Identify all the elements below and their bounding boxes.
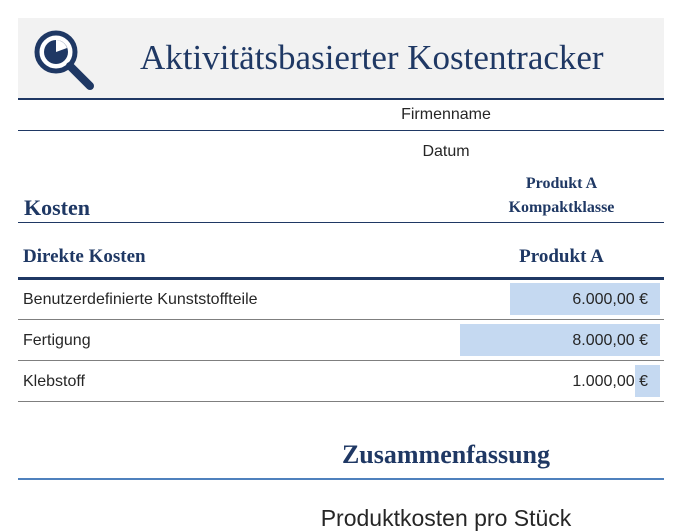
- table-row[interactable]: Klebstoff 1.000,00 €: [18, 361, 664, 402]
- cost-label: Benutzerdefinierte Kunststoffteile: [23, 291, 258, 308]
- company-name-row: Firmenname: [18, 100, 664, 131]
- direct-costs-column-header: Produkt A: [519, 246, 604, 267]
- cost-label: Fertigung: [23, 332, 91, 349]
- table-row[interactable]: Fertigung 8.000,00 €: [18, 320, 664, 361]
- direct-costs-heading: Direkte Kosten: [23, 246, 146, 267]
- cost-amount[interactable]: 6.000,00 €: [572, 291, 648, 308]
- title-band: Aktivitätsbasierter Kostentracker: [18, 18, 664, 100]
- magnifier-pie-chart-icon: [34, 30, 94, 90]
- table-row[interactable]: Benutzerdefinierte Kunststoffteile 6.000…: [18, 279, 664, 320]
- costs-heading: Kosten: [24, 195, 90, 220]
- divider: [18, 478, 664, 480]
- divider: [18, 222, 664, 223]
- data-bar: [635, 365, 660, 397]
- data-bar: [460, 324, 660, 356]
- page-title: Aktivitätsbasierter Kostentracker: [140, 38, 604, 77]
- cost-label: Klebstoff: [23, 373, 85, 390]
- product-header: Produkt A Kompaktklasse: [460, 172, 663, 220]
- product-class: Kompaktklasse: [508, 199, 615, 216]
- divider: [18, 277, 664, 280]
- summary-heading: Zusammenfassung: [341, 440, 551, 469]
- company-name-field[interactable]: Firmenname: [401, 106, 491, 123]
- product-name: Produkt A: [525, 175, 598, 192]
- date-field[interactable]: Datum: [422, 143, 470, 160]
- per-unit-cost-label: Produktkosten pro Stück: [320, 505, 572, 531]
- data-bar: [510, 283, 660, 315]
- cost-amount[interactable]: 8.000,00 €: [572, 332, 648, 349]
- cost-amount[interactable]: 1.000,00 €: [572, 373, 648, 390]
- date-row: Datum: [18, 137, 664, 167]
